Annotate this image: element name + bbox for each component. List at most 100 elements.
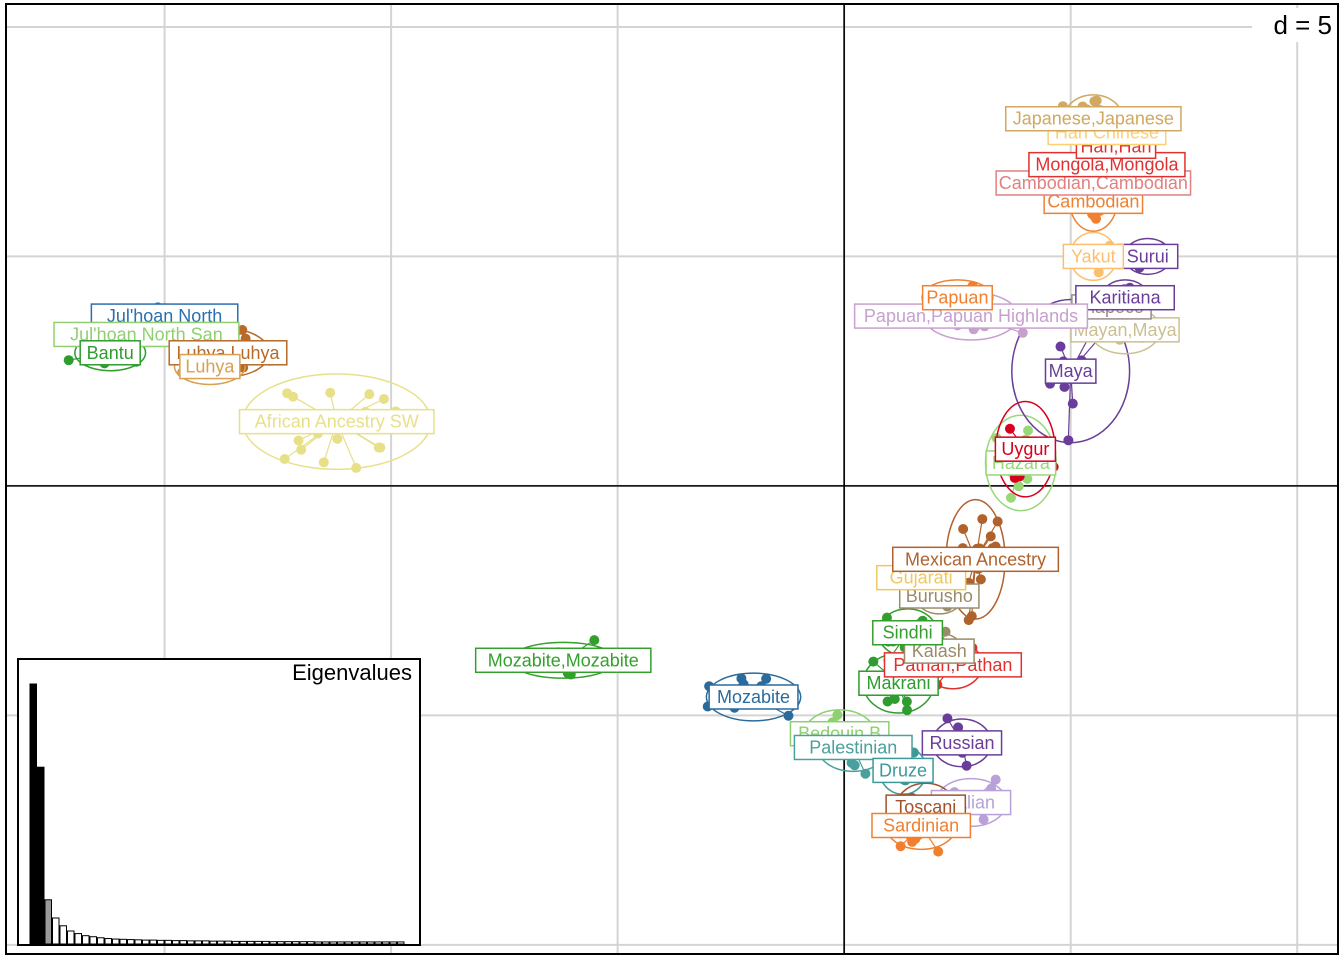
population-label: Maya	[1044, 358, 1097, 384]
eigenvalues-frame	[17, 658, 421, 946]
data-point	[1091, 95, 1102, 106]
population-label-box	[872, 757, 934, 784]
data-point	[860, 768, 871, 779]
eigenvalue-bar	[119, 938, 127, 945]
population-label: Karitiana	[1075, 284, 1176, 311]
data-point	[1063, 435, 1074, 446]
population-label-text: Papuan	[926, 288, 988, 308]
data-point	[868, 656, 879, 667]
population-label-text: Sindhi	[883, 623, 933, 643]
data-point	[237, 325, 248, 336]
eigenvalue-bar	[329, 941, 337, 945]
population-label-box	[79, 340, 141, 366]
eigenvalue-bar	[284, 941, 292, 945]
scale-label-background	[1252, 8, 1340, 42]
data-point	[1005, 492, 1016, 503]
data-point	[958, 523, 969, 534]
population-label-text: Russian	[929, 733, 994, 753]
population-label-box	[921, 284, 993, 311]
eigenvalue-bar	[29, 683, 37, 945]
eigenvalue-bar	[232, 940, 240, 945]
data-point	[325, 387, 336, 398]
data-point	[975, 574, 986, 585]
data-point	[589, 635, 600, 646]
eigenvalue-bar	[134, 939, 142, 945]
population-label-text: Gujarati	[890, 568, 953, 588]
eigenvalues-bars	[29, 683, 405, 945]
eigenvalue-bar	[397, 941, 405, 945]
population-label-text: Mongola,Mongola	[1035, 155, 1179, 175]
population-label-box	[1075, 284, 1176, 311]
data-point	[1059, 381, 1070, 392]
eigenvalue-bar	[104, 938, 112, 945]
population-label-box	[892, 546, 1060, 573]
population-label: Luhya	[179, 353, 241, 380]
eigenvalue-bar	[157, 939, 165, 945]
data-point	[933, 846, 944, 857]
data-point	[1067, 398, 1078, 409]
data-point	[279, 454, 290, 465]
data-point	[373, 442, 384, 453]
eigenvalue-bar	[299, 941, 307, 945]
eigenvalue-bar	[239, 940, 247, 945]
data-point	[293, 435, 304, 446]
population-label-box	[921, 730, 1003, 756]
eigenvalue-bar	[269, 941, 277, 945]
eigenvalue-bar	[44, 899, 52, 945]
data-point	[1004, 423, 1015, 434]
data-point	[953, 722, 964, 733]
data-point	[963, 615, 974, 626]
population-label-text: Maya	[1049, 361, 1094, 381]
population-label-text: Cambodian,Cambodian	[999, 173, 1188, 193]
data-point	[1091, 213, 1102, 224]
eigenvalue-bar	[172, 940, 180, 945]
population-label-box	[1044, 358, 1097, 384]
eigenvalue-bar	[67, 930, 75, 945]
population-label-box	[1116, 243, 1179, 270]
data-point	[1093, 267, 1104, 278]
population-label-text: Bantu	[87, 343, 134, 363]
eigenvalues-inset: Eigenvalues	[17, 658, 421, 946]
eigenvalue-bar	[187, 940, 195, 945]
population-label-box	[474, 647, 652, 674]
eigenvalue-bar	[52, 917, 60, 945]
data-point	[332, 433, 343, 444]
population-label: Bantu	[79, 340, 141, 366]
eigenvalue-bar	[352, 941, 360, 945]
eigenvalue-bar	[374, 941, 382, 945]
population-label: Uygur	[994, 436, 1057, 462]
population-label: Mozabite	[708, 684, 799, 710]
eigenvalue-bar	[82, 935, 90, 945]
data-point	[63, 355, 74, 366]
data-point	[288, 391, 299, 402]
data-point	[364, 389, 375, 400]
population-label-text: Papuan,Papuan Highlands	[864, 306, 1078, 326]
eigenvalue-bar	[37, 766, 45, 945]
data-point	[1055, 341, 1066, 352]
population-label-text: Burusho	[906, 586, 973, 606]
population-label: Mozabite,Mozabite	[474, 647, 652, 674]
eigenvalue-bar	[142, 939, 150, 945]
eigenvalue-bar	[292, 941, 300, 945]
data-point	[978, 814, 989, 825]
data-point	[1023, 425, 1034, 436]
population-label-box	[708, 684, 799, 710]
population-label-text: Mozabite,Mozabite	[488, 650, 639, 670]
axes	[6, 4, 1338, 954]
data-point	[942, 713, 953, 724]
population-label: Palestinian	[793, 734, 913, 761]
data-point	[992, 516, 1003, 527]
eigenvalue-bar	[254, 940, 262, 945]
eigenvalue-bar	[202, 940, 210, 945]
eigenvalue-bar	[344, 941, 352, 945]
data-point	[783, 710, 794, 721]
population-label-text: Kalash	[912, 641, 967, 661]
data-point	[985, 531, 996, 542]
population-label-text: Luhya	[185, 357, 235, 377]
population-label-box	[238, 408, 435, 435]
eigenvalue-bar	[359, 941, 367, 945]
population-label-text: Uygur	[1001, 439, 1049, 459]
data-point	[296, 444, 307, 455]
